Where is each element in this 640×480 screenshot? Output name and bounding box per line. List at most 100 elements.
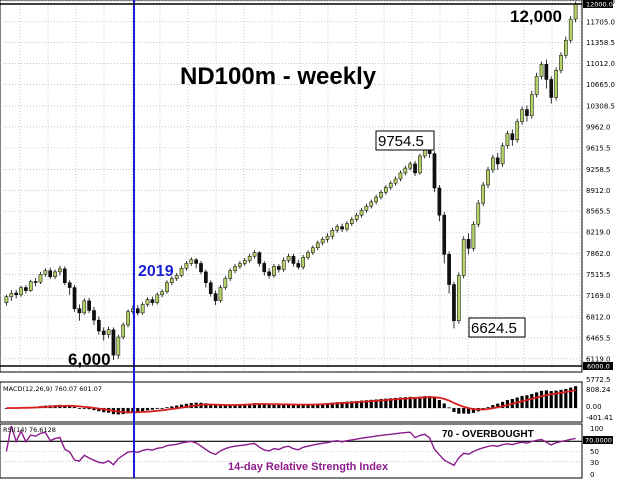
candle-body	[359, 210, 364, 216]
candle-body	[208, 282, 213, 294]
macd-bar	[228, 405, 232, 409]
macd-tick-top: 808.24	[586, 386, 611, 394]
macd-bar	[145, 408, 150, 411]
macd-bar	[179, 404, 184, 409]
candle-body	[194, 259, 198, 264]
candle-body	[14, 292, 18, 296]
y-tick-label: 6119.0	[586, 355, 611, 363]
annotation-2019: 2019	[138, 263, 174, 280]
macd-bar	[170, 406, 174, 409]
candle-body	[306, 252, 310, 258]
candle-body	[116, 336, 121, 356]
macd-bar	[272, 404, 276, 409]
candle-body	[199, 263, 203, 273]
macd-bar	[398, 397, 403, 409]
candle-body	[281, 260, 286, 270]
annotation-peak-box	[375, 130, 435, 151]
macd-bar	[544, 390, 548, 409]
macd-bar	[505, 400, 510, 409]
y-tick-label: 9962.0	[586, 123, 611, 131]
macd-bar	[238, 404, 242, 409]
rsi-tick-30: 30	[590, 459, 599, 467]
candle-body	[72, 287, 77, 309]
candle-body	[38, 274, 43, 283]
candle-body	[48, 270, 53, 277]
chart-title: ND100m - weekly	[180, 63, 377, 90]
macd-bar	[233, 404, 237, 409]
macd-bar	[209, 404, 213, 409]
macd-bar	[282, 404, 286, 409]
macd-bar	[539, 390, 544, 409]
candle-body	[28, 281, 33, 291]
candle-body	[272, 266, 276, 276]
candle-body	[228, 270, 233, 279]
candle-body	[388, 182, 393, 188]
macd-bar	[379, 399, 383, 409]
candle-body	[43, 270, 48, 275]
macd-bar	[447, 407, 451, 409]
macd-bar	[87, 408, 91, 410]
candle-body	[233, 266, 237, 271]
macd-bar	[564, 388, 568, 409]
candle-body	[126, 311, 130, 326]
candle-body	[286, 255, 291, 261]
macd-bar	[150, 408, 154, 410]
macd-bar	[549, 391, 553, 409]
rsi-overbought-label: 70 - OVERBOUGHT	[442, 429, 534, 440]
macd-bar	[452, 408, 456, 412]
macd-bar	[530, 393, 534, 409]
y-tick-label: 7515.5	[586, 271, 611, 279]
macd-bar	[160, 408, 164, 409]
main-y-axis: 12039.011705.011358.511012.010665.010308…	[586, 0, 615, 384]
y-tick-label: 8912.0	[586, 187, 611, 195]
macd-bar	[121, 408, 125, 415]
candle-body	[179, 268, 184, 276]
main-panel	[0, 0, 583, 373]
annotation-12000: 12,000	[510, 7, 562, 26]
macd-bar	[403, 397, 407, 409]
candle-body	[456, 275, 461, 321]
macd-bar	[535, 392, 539, 409]
macd-bar	[345, 401, 349, 409]
rsi-label: RSI(14) 76.6128	[3, 426, 56, 434]
macd-bar	[296, 404, 300, 409]
candle-body	[218, 287, 223, 302]
macd-bar	[408, 396, 412, 409]
macd-bar	[301, 404, 305, 409]
macd-bar	[325, 403, 330, 409]
price-tag-6000-box	[583, 362, 613, 370]
macd-bar	[252, 403, 257, 409]
candle-body	[564, 39, 568, 56]
candle-body	[481, 184, 485, 204]
macd-tick-bottom: -401.41	[586, 414, 613, 422]
rsi-caption: 14-day Relative Strength Index	[228, 461, 389, 473]
macd-bar	[442, 403, 446, 409]
candle-body	[559, 55, 563, 71]
candle-body	[169, 278, 174, 283]
macd-bar	[359, 400, 364, 409]
candle-body	[213, 293, 218, 302]
candle-body	[106, 329, 111, 335]
candle-body	[111, 329, 116, 356]
candle-body	[155, 294, 160, 303]
macd-bar	[374, 399, 378, 409]
candle-body	[204, 271, 208, 283]
macd-bar	[554, 390, 558, 409]
candle-body	[252, 252, 257, 257]
y-tick-label: 6465.5	[586, 334, 611, 342]
candle-body	[461, 239, 466, 276]
annotation-low-box	[468, 317, 526, 338]
y-tick-label: 6812.0	[586, 314, 611, 322]
candle-body	[544, 64, 549, 80]
macd-bar	[471, 408, 475, 413]
candle-body	[53, 271, 57, 277]
candle-body	[335, 226, 340, 231]
macd-bar	[462, 408, 466, 414]
candle-body	[291, 255, 296, 264]
macd-bar	[491, 405, 495, 409]
macd-bar	[340, 401, 344, 409]
candle-body	[515, 121, 520, 141]
rsi-series	[0, 425, 582, 467]
candle-body	[9, 293, 14, 297]
